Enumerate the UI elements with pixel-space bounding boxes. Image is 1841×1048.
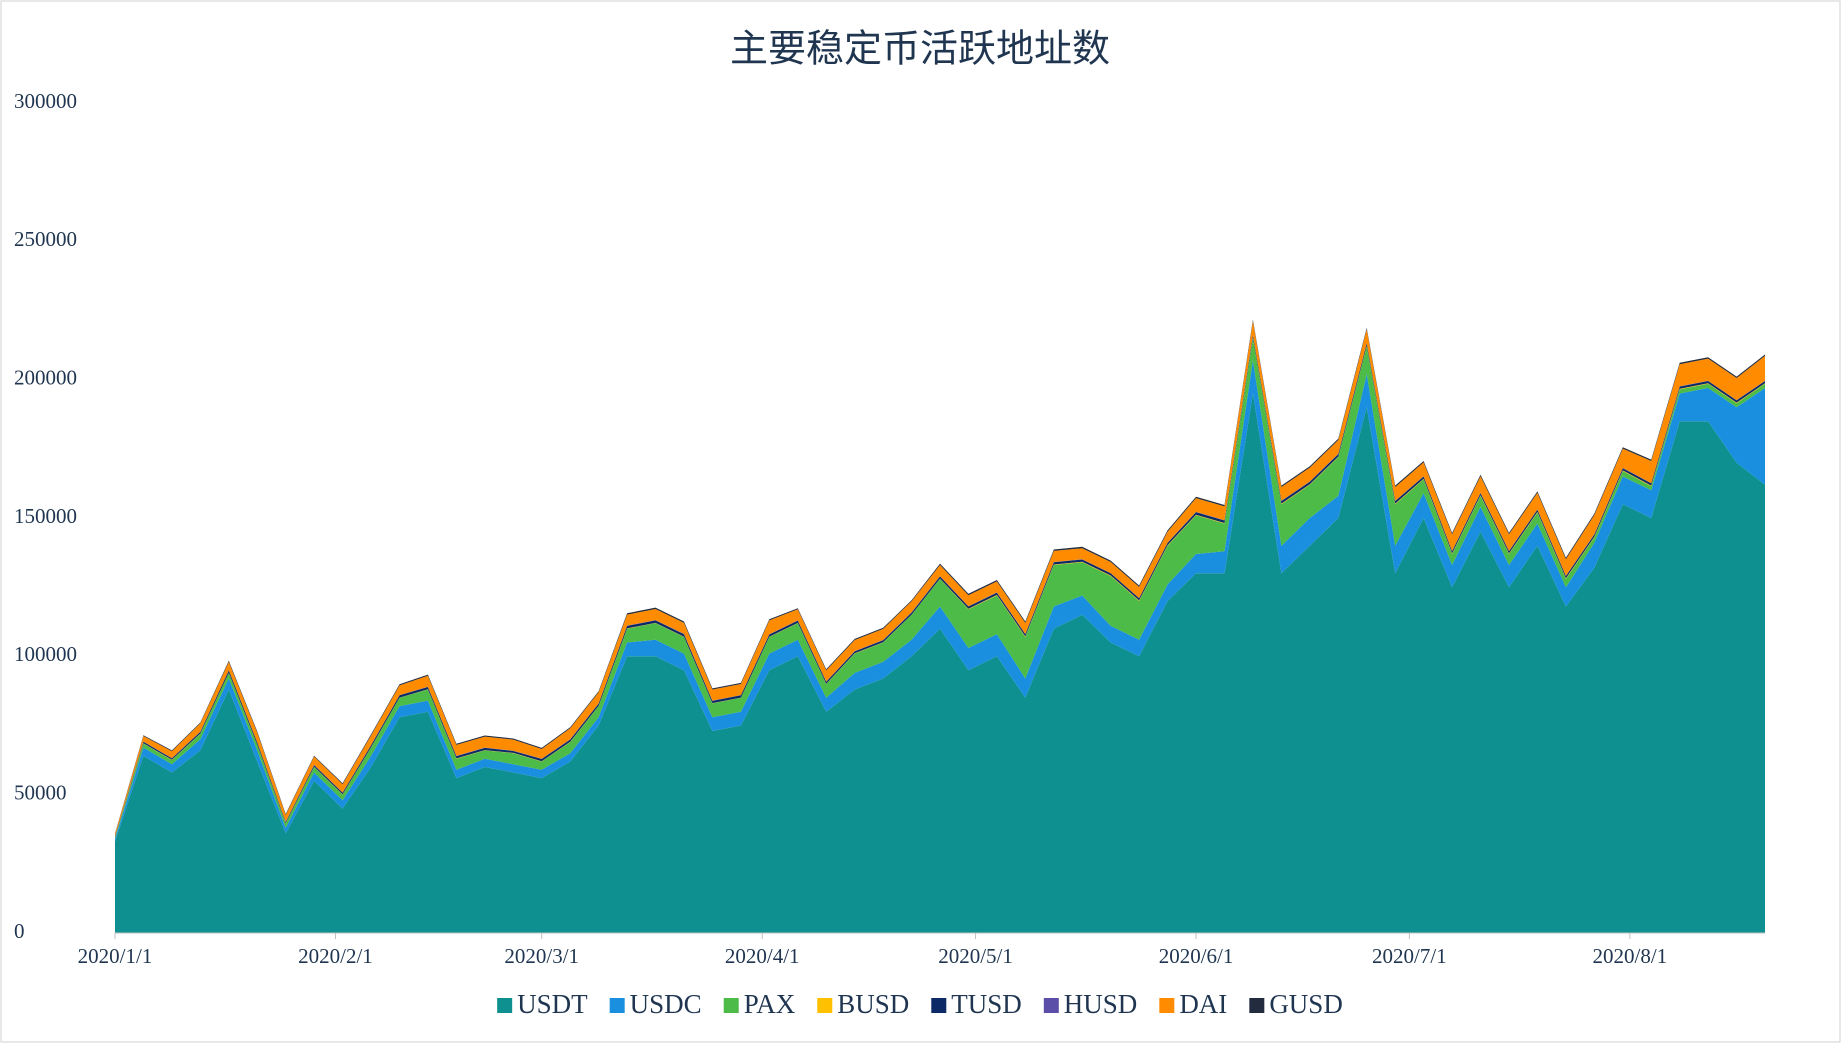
legend-swatch bbox=[1249, 998, 1265, 1013]
legend-swatch bbox=[723, 998, 739, 1013]
y-tick-label: 250000 bbox=[14, 227, 77, 251]
y-tick-label: 150000 bbox=[14, 504, 77, 528]
legend-swatch bbox=[609, 998, 625, 1013]
y-tick-label: 50000 bbox=[14, 780, 67, 804]
area bbox=[115, 338, 1765, 839]
y-tick-label: 100000 bbox=[14, 642, 77, 666]
x-tick-label: 2020/3/1 bbox=[504, 944, 579, 968]
x-tick-label: 2020/7/1 bbox=[1372, 944, 1447, 968]
legend-label: GUSD bbox=[1269, 989, 1343, 1019]
legend-swatch bbox=[1159, 998, 1175, 1013]
y-tick-label: 0 bbox=[14, 919, 25, 943]
legend-swatch bbox=[497, 998, 513, 1013]
legend-label: USDT bbox=[517, 989, 588, 1019]
legend-swatch bbox=[817, 998, 833, 1013]
x-tick-label: 2020/4/1 bbox=[725, 944, 800, 968]
legend-label: TUSD bbox=[951, 989, 1022, 1019]
x-tick-label: 2020/5/1 bbox=[938, 944, 1013, 968]
x-tick-label: 2020/6/1 bbox=[1159, 944, 1234, 968]
legend-label: DAI bbox=[1179, 989, 1227, 1019]
legend-label: PAX bbox=[744, 989, 796, 1019]
legend-label: HUSD bbox=[1064, 989, 1138, 1019]
area bbox=[115, 393, 1765, 933]
legend-swatch bbox=[1043, 998, 1059, 1013]
legend-label: BUSD bbox=[837, 989, 909, 1019]
y-tick-label: 300000 bbox=[14, 89, 77, 113]
legend-label: USDC bbox=[630, 989, 702, 1019]
y-tick-label: 200000 bbox=[14, 365, 77, 389]
x-tick-label: 2020/8/1 bbox=[1593, 944, 1668, 968]
x-tick-label: 2020/1/1 bbox=[78, 944, 153, 968]
legend-swatch bbox=[931, 998, 947, 1013]
chart-title: 主要稳定币活跃地址数 bbox=[730, 27, 1110, 71]
x-tick-label: 2020/2/1 bbox=[298, 944, 373, 968]
